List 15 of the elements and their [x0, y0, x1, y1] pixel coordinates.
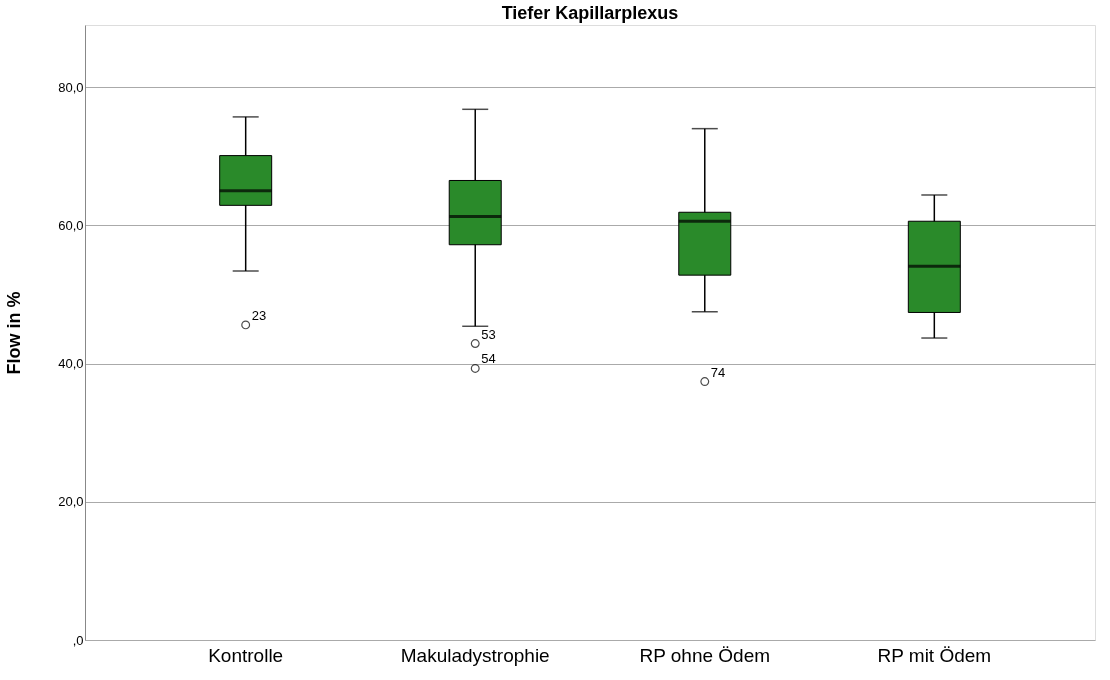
annotation: 23 — [251, 307, 267, 323]
annotation: 54 — [481, 351, 496, 367]
y-tick-label: 40,0 — [58, 356, 84, 372]
y-axis-title: Flow in % — [4, 291, 25, 375]
x-tick-label: RP mit Ödem — [877, 644, 992, 666]
y-tick-label: ,0 — [72, 632, 84, 648]
x-tick-label: Kontrolle — [208, 644, 284, 666]
x-tick-label: RP ohne Ödem — [639, 644, 771, 666]
annotation: 74 — [710, 364, 726, 380]
y-tick-label: 20,0 — [58, 494, 84, 510]
chart-title: Tiefer Kapillarplexus — [501, 3, 679, 23]
y-tick-label: 80,0 — [58, 79, 84, 95]
y-tick-label: 60,0 — [58, 217, 84, 233]
x-tick-label: Makuladystrophie — [400, 644, 550, 666]
annotation: 53 — [481, 326, 496, 342]
